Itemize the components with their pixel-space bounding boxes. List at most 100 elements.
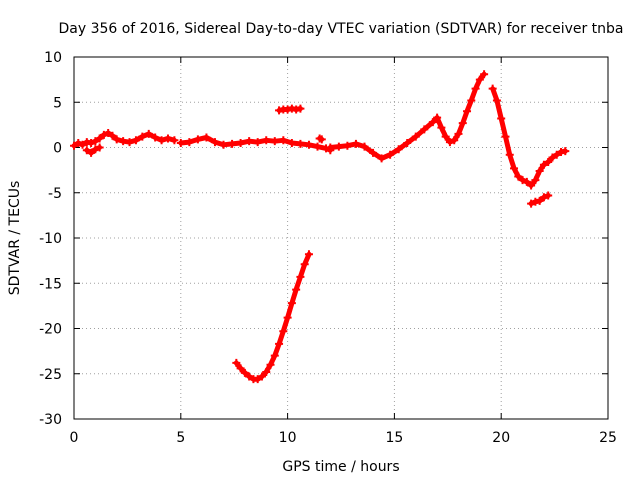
data-point (304, 140, 313, 149)
data-point (125, 138, 134, 147)
y-tick-label: -5 (48, 186, 62, 202)
y-axis-label: SDTVAR / TECUs (7, 181, 23, 296)
data-point (360, 142, 369, 151)
chart-title: Day 356 of 2016, Sidereal Day-to-day VTE… (58, 21, 623, 37)
data-point (78, 140, 87, 149)
data-point (219, 140, 228, 149)
data-point (112, 135, 121, 144)
data-point (441, 132, 450, 141)
y-tick-label: -10 (39, 231, 62, 247)
x-axis-label: GPS time / hours (282, 459, 399, 475)
data-point (450, 136, 459, 145)
data-point (544, 191, 553, 200)
data-point (185, 138, 194, 147)
data-point (510, 164, 519, 173)
data-point (99, 130, 108, 139)
data-point (531, 176, 540, 185)
x-tick-label: 25 (599, 430, 617, 446)
data-point (313, 142, 322, 151)
data-point (544, 157, 553, 166)
data-point (497, 114, 506, 123)
data-point (326, 143, 335, 152)
data-point (480, 70, 489, 79)
data-point (91, 137, 100, 146)
data-point (240, 368, 249, 377)
data-series (70, 70, 570, 384)
data-point (144, 129, 153, 138)
data-point (343, 141, 352, 150)
y-tick-label: -15 (39, 276, 62, 292)
data-point (176, 138, 185, 147)
data-point (463, 107, 472, 116)
data-point (535, 167, 544, 176)
data-point (454, 129, 463, 138)
series-line (233, 251, 312, 382)
data-point (270, 137, 279, 146)
data-point (300, 260, 309, 269)
series-segment-track-main-mid (176, 133, 335, 155)
data-point (262, 136, 271, 145)
data-point (193, 135, 202, 144)
data-point (552, 150, 561, 159)
series-segment-track-short-high (275, 104, 305, 115)
x-tick-label: 15 (385, 430, 403, 446)
data-point (245, 372, 254, 381)
x-tick-label: 20 (492, 430, 510, 446)
data-point (334, 142, 343, 151)
data-point (170, 136, 179, 145)
data-point (317, 135, 326, 144)
data-point (270, 351, 279, 360)
data-point (253, 138, 262, 147)
data-point (522, 177, 531, 186)
data-point (539, 193, 548, 202)
data-point (236, 138, 245, 147)
data-point (228, 139, 237, 148)
data-point (411, 132, 420, 141)
data-point (232, 358, 241, 367)
data-point (296, 272, 305, 281)
data-point (236, 364, 245, 373)
data-point (138, 132, 147, 141)
series-segment-track-main-early (70, 129, 179, 150)
data-point (70, 141, 78, 150)
y-tick-label: -20 (39, 322, 62, 338)
data-point (87, 138, 96, 147)
data-point (253, 375, 262, 384)
data-point (527, 181, 536, 190)
data-point (82, 146, 91, 155)
data-point (458, 119, 467, 128)
series-segment-track-blip (315, 134, 326, 144)
data-point (131, 136, 140, 145)
data-point (561, 147, 570, 156)
axis-ticks (73, 56, 609, 420)
data-point (279, 136, 288, 145)
data-point (403, 138, 412, 147)
data-point (292, 285, 301, 294)
data-point (287, 138, 296, 147)
data-point (433, 113, 442, 122)
data-point (492, 96, 501, 105)
data-point (104, 129, 113, 138)
data-point (369, 148, 378, 157)
data-point (210, 138, 219, 147)
series-segment-track-tail-low (527, 191, 553, 208)
x-tick-label: 10 (279, 430, 297, 446)
data-point (296, 104, 305, 113)
data-point (518, 176, 527, 185)
data-point (87, 148, 96, 157)
y-tick-label: 0 (53, 141, 62, 157)
data-point (535, 196, 544, 205)
data-point (95, 143, 104, 152)
data-point (539, 160, 548, 169)
data-point (275, 339, 284, 348)
tick-labels: 0 5 10 15 20 25 -30 -25 -20 -15 -10 -5 0 5 10 (39, 50, 617, 446)
data-point (467, 96, 476, 105)
grid-lines (74, 57, 608, 419)
series-segment-track-descent (488, 84, 570, 190)
data-point (488, 84, 497, 93)
data-point (157, 136, 166, 145)
data-point (74, 138, 83, 147)
data-point (420, 125, 429, 134)
data-point (377, 154, 386, 163)
